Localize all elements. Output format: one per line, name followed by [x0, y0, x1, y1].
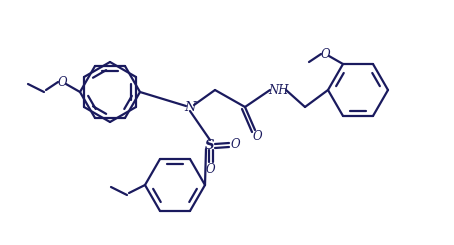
Text: O: O	[230, 137, 240, 150]
Text: S: S	[205, 138, 215, 151]
Text: O: O	[320, 48, 330, 61]
Text: O: O	[252, 130, 262, 143]
Text: NH: NH	[268, 84, 288, 97]
Text: O: O	[205, 162, 215, 175]
Text: O: O	[57, 75, 67, 88]
Text: N: N	[184, 100, 196, 113]
